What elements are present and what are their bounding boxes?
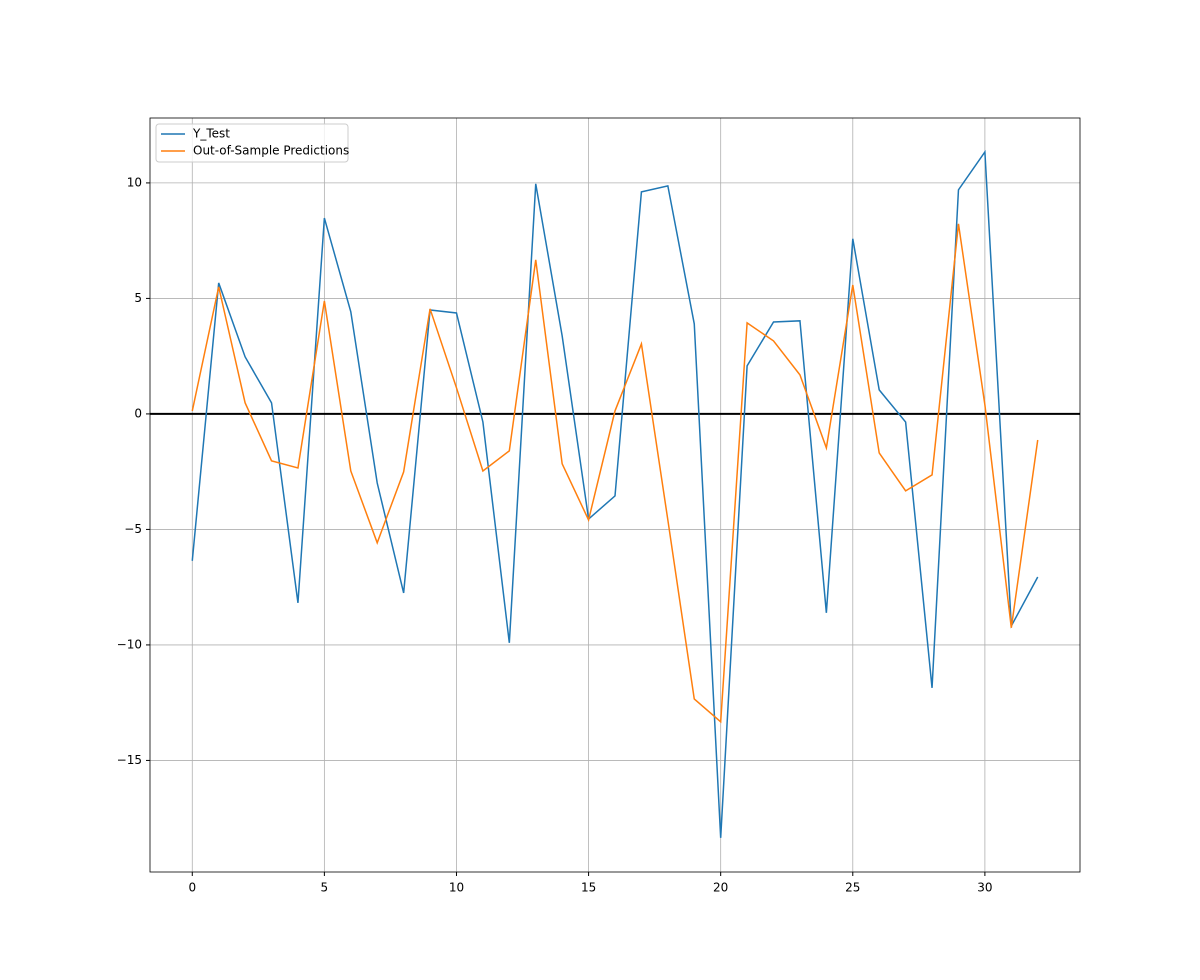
x-tick-label: 0 <box>188 881 196 895</box>
x-tick-label: 5 <box>321 881 329 895</box>
y-tick-label: 0 <box>134 406 142 420</box>
x-tick-label: 20 <box>713 881 728 895</box>
x-tick-label: 30 <box>977 881 992 895</box>
legend-label: Out-of-Sample Predictions <box>193 144 349 158</box>
plot-frame <box>149 117 1081 873</box>
y-tick-label: 5 <box>134 291 142 305</box>
x-tick-label: 25 <box>845 881 860 895</box>
series-line <box>191 149 1039 838</box>
y-tick-label: −5 <box>124 522 142 536</box>
legend-label: Y_Test <box>192 127 230 141</box>
legend-box <box>155 123 349 163</box>
series-line <box>191 223 1039 724</box>
y-tick-label: 10 <box>127 175 142 189</box>
y-tick-label: −10 <box>117 637 142 651</box>
y-tick-label: −15 <box>117 753 142 767</box>
x-tick-label: 15 <box>581 881 596 895</box>
x-tick-label: 10 <box>449 881 464 895</box>
